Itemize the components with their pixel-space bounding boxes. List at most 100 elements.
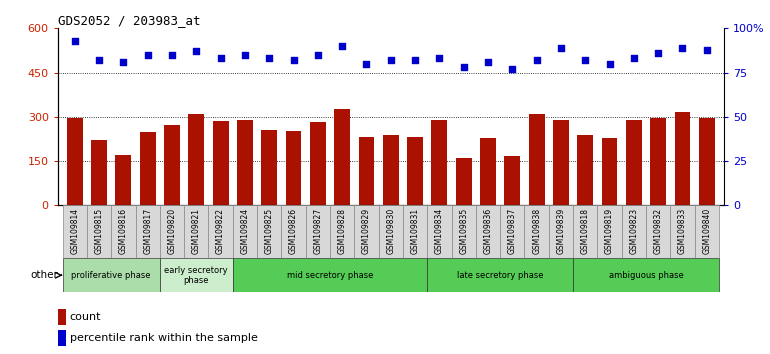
Bar (91, 141, 107, 205)
Text: mid secretory phase: mid secretory phase (286, 271, 373, 280)
Text: GSM109835: GSM109835 (459, 208, 468, 254)
Text: ambiguous phase: ambiguous phase (608, 271, 684, 280)
Point (239, 52, 251, 58)
Text: GSM109814: GSM109814 (70, 208, 79, 254)
Bar (500, 205, 524, 258)
Text: GSM109838: GSM109838 (532, 208, 541, 254)
Bar (573, 258, 719, 292)
Text: other: other (30, 270, 59, 280)
Point (409, 57, 421, 63)
Bar (334, 109, 350, 205)
Text: GSM109840: GSM109840 (702, 208, 711, 254)
Bar (695, 205, 719, 258)
Text: GSM109823: GSM109823 (629, 208, 638, 254)
Point (93, 57, 105, 63)
Text: early secretory
phase: early secretory phase (165, 266, 228, 285)
Text: GSM109831: GSM109831 (410, 208, 420, 254)
Point (506, 66, 518, 72)
Bar (237, 120, 253, 205)
Bar (67, 118, 82, 205)
Bar (261, 130, 277, 205)
Point (628, 56, 640, 61)
Point (166, 52, 178, 58)
Bar (476, 205, 501, 258)
Bar (578, 135, 593, 205)
Text: count: count (70, 312, 101, 322)
Text: GSM109815: GSM109815 (95, 208, 104, 254)
Text: GSM109816: GSM109816 (119, 208, 128, 254)
Text: proliferative phase: proliferative phase (72, 271, 151, 280)
Point (701, 47, 713, 52)
Bar (573, 205, 598, 258)
Point (190, 48, 203, 54)
Bar (379, 205, 403, 258)
Bar (87, 205, 111, 258)
Bar (403, 205, 427, 258)
Point (117, 59, 129, 65)
Text: GSM109828: GSM109828 (338, 208, 346, 254)
Bar (651, 118, 666, 205)
Text: GSM109837: GSM109837 (508, 208, 517, 254)
Bar (136, 205, 160, 258)
Text: GSM109827: GSM109827 (313, 208, 323, 254)
Bar (354, 205, 379, 258)
Point (336, 43, 348, 49)
Bar (675, 112, 691, 205)
Point (142, 52, 154, 58)
Bar (286, 131, 301, 205)
Bar (383, 135, 399, 205)
Bar (601, 138, 618, 205)
Bar (233, 205, 257, 258)
Text: GSM109836: GSM109836 (484, 208, 493, 254)
Point (312, 52, 324, 58)
Point (434, 56, 446, 61)
Bar (621, 205, 646, 258)
Bar (598, 205, 621, 258)
Bar (427, 258, 573, 292)
Bar (407, 137, 423, 205)
Point (676, 45, 688, 51)
Bar (310, 121, 326, 205)
Bar (160, 205, 184, 258)
Bar (184, 205, 209, 258)
Text: GSM109826: GSM109826 (289, 208, 298, 254)
Bar (480, 138, 496, 205)
Point (482, 59, 494, 65)
Bar (431, 120, 447, 205)
Bar (58, 330, 65, 346)
Bar (524, 205, 549, 258)
Bar (62, 205, 87, 258)
Text: late secretory phase: late secretory phase (457, 271, 544, 280)
Bar (140, 132, 156, 205)
Bar (529, 114, 544, 205)
Bar (504, 156, 521, 205)
Bar (209, 205, 233, 258)
Point (531, 57, 543, 63)
Bar (427, 205, 451, 258)
Bar (456, 158, 471, 205)
Bar (646, 205, 671, 258)
Text: GSM109817: GSM109817 (143, 208, 152, 254)
Point (385, 57, 397, 63)
Bar (213, 121, 229, 205)
Point (263, 56, 276, 61)
Text: percentile rank within the sample: percentile rank within the sample (70, 333, 258, 343)
Text: GSM109818: GSM109818 (581, 208, 590, 254)
Bar (553, 120, 569, 205)
Point (69, 38, 81, 44)
Text: GSM109830: GSM109830 (387, 208, 395, 254)
Bar (306, 205, 330, 258)
Bar (233, 258, 427, 292)
Bar (164, 125, 180, 205)
Text: GSM109821: GSM109821 (192, 208, 201, 254)
Point (215, 56, 227, 61)
Bar (451, 205, 476, 258)
Bar (281, 205, 306, 258)
Text: GSM109824: GSM109824 (240, 208, 249, 254)
Point (457, 64, 470, 70)
Bar (330, 205, 354, 258)
Text: GSM109829: GSM109829 (362, 208, 371, 254)
Bar (626, 120, 641, 205)
Text: GSM109825: GSM109825 (265, 208, 273, 254)
Text: GSM109834: GSM109834 (435, 208, 444, 254)
